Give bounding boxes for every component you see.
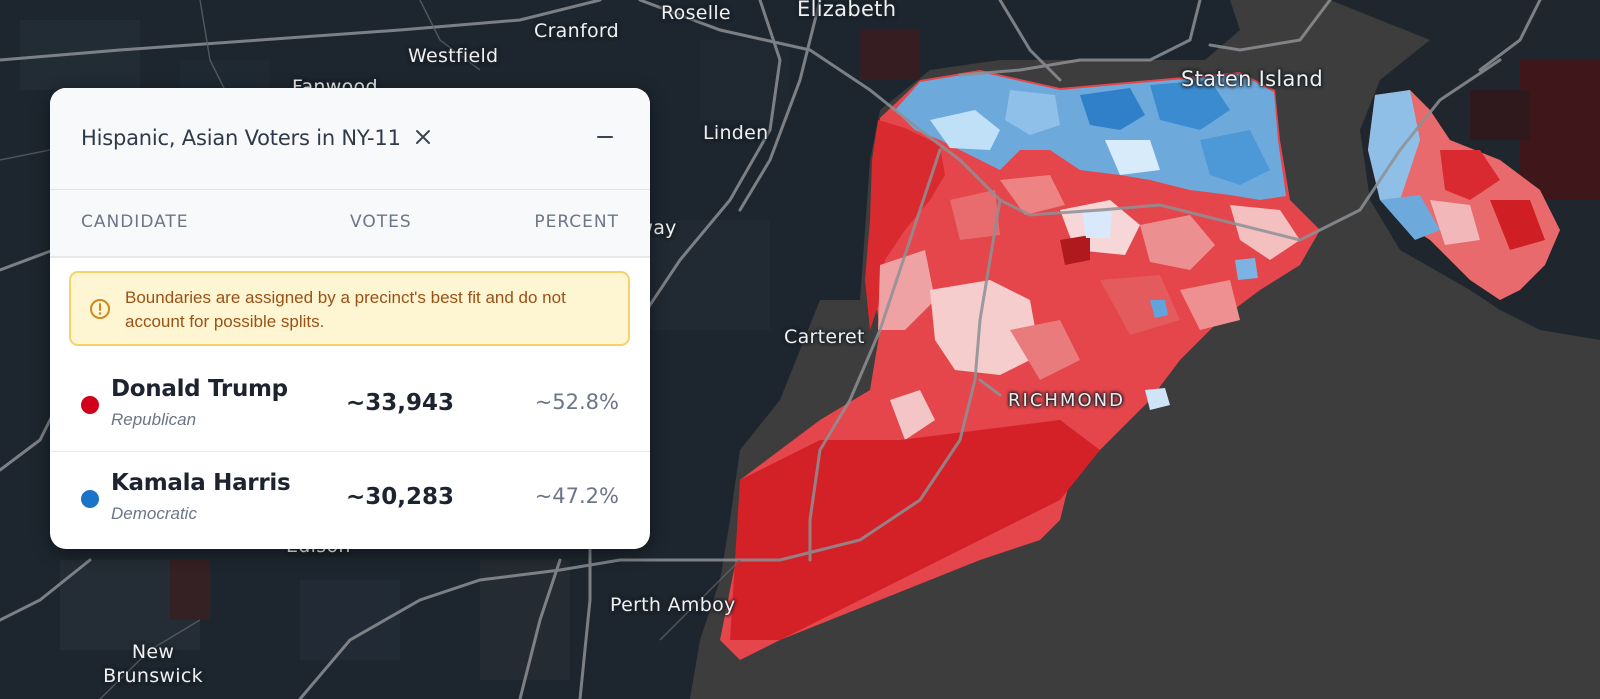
tract <box>1440 150 1500 200</box>
tract <box>1150 300 1168 318</box>
panel-title: Hispanic, Asian Voters in NY-11 <box>81 126 401 150</box>
column-candidate: CANDIDATE <box>81 212 189 232</box>
tract <box>1380 195 1440 240</box>
notice-text: Boundaries are assigned by a precinct's … <box>125 288 566 331</box>
tract <box>1060 235 1090 265</box>
tract <box>1082 212 1112 238</box>
candidate-votes: ~33,943 <box>346 390 455 416</box>
minimize-button[interactable] <box>594 126 616 148</box>
tract <box>1100 275 1180 335</box>
tract <box>1140 215 1215 270</box>
tract <box>890 390 935 440</box>
tract <box>1490 200 1545 250</box>
candidate-row: Kamala Harris Democratic ~30,283 ~47.2% <box>50 452 650 545</box>
candidate-party: Democratic <box>111 504 197 523</box>
label-linden: Linden <box>703 122 769 144</box>
label-elizabeth: Elizabeth <box>797 0 897 21</box>
tract <box>1080 88 1145 130</box>
republican-color-dot <box>81 396 99 414</box>
info-circle-icon <box>90 299 110 319</box>
boundary-notice: Boundaries are assigned by a precinct's … <box>69 271 630 346</box>
label-richmond: RICHMOND <box>1008 390 1125 411</box>
column-votes: VOTES <box>350 212 412 232</box>
label-carteret: Carteret <box>784 326 865 348</box>
label-cranford: Cranford <box>534 20 620 42</box>
tract <box>1005 90 1060 135</box>
west-shore-republican <box>865 120 945 330</box>
candidate-name: Donald Trump <box>111 376 288 402</box>
tract <box>950 190 1000 240</box>
south-shore-republican <box>730 420 1100 640</box>
candidate-row: Donald Trump Republican ~33,943 ~52.8% <box>50 358 650 452</box>
candidate-party: Republican <box>111 410 197 429</box>
candidate-percent: ~47.2% <box>534 484 619 508</box>
panel-header: Hispanic, Asian Voters in NY-11 <box>50 88 650 190</box>
label-perth-amboy: Perth Amboy <box>610 594 736 616</box>
tract <box>1145 388 1170 410</box>
minimize-icon <box>597 136 613 138</box>
tract <box>930 110 1000 150</box>
label-new-brunswick: New Brunswick <box>103 641 203 687</box>
candidate-name: Kamala Harris <box>111 470 291 496</box>
label-staten-island: Staten Island <box>1181 67 1323 91</box>
tract <box>1105 140 1160 175</box>
close-button[interactable] <box>412 126 434 148</box>
tract <box>878 250 935 330</box>
tract <box>1000 175 1065 215</box>
label-roselle: Roselle <box>661 2 731 24</box>
tract <box>1150 80 1230 130</box>
tract <box>1180 280 1240 330</box>
tract <box>1235 258 1258 280</box>
tract <box>1430 200 1480 245</box>
label-westfield: Westfield <box>408 45 499 67</box>
tract <box>930 280 1040 375</box>
column-percent: PERCENT <box>534 212 619 232</box>
candidate-percent: ~52.8% <box>534 390 619 414</box>
tract <box>1010 320 1080 380</box>
candidate-votes: ~30,283 <box>346 484 455 510</box>
table-header: CANDIDATE VOTES PERCENT <box>50 190 650 258</box>
tract <box>1368 90 1420 200</box>
democratic-color-dot <box>81 490 99 508</box>
tract <box>1200 130 1270 185</box>
close-icon <box>416 130 430 144</box>
results-panel: Hispanic, Asian Voters in NY-11 CANDIDAT… <box>50 88 650 549</box>
